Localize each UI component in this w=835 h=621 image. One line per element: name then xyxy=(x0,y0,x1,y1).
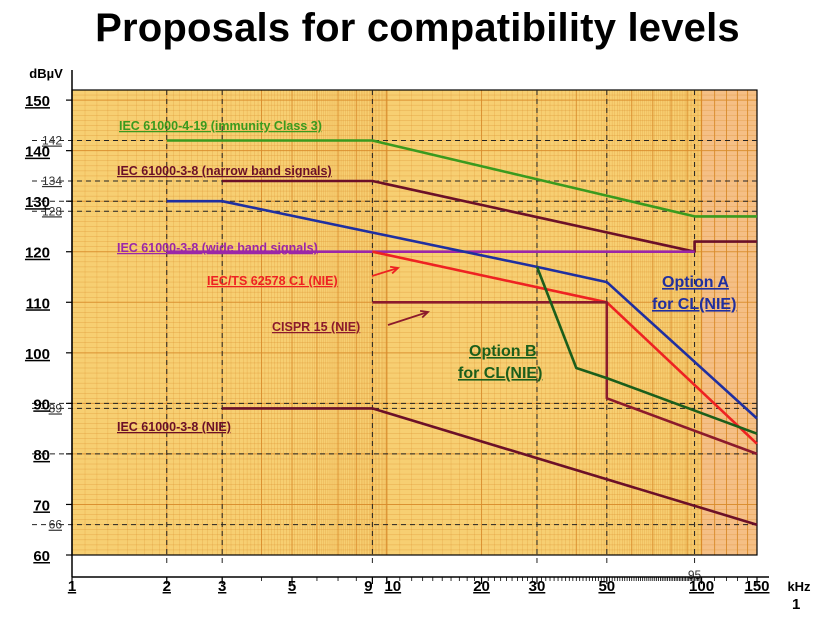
x-tick-label: 100 xyxy=(689,578,714,595)
x-tick-label: 1 xyxy=(68,578,76,595)
x-axis-unit: kHz xyxy=(787,579,811,594)
x-tick-label: 20 xyxy=(473,578,490,595)
label-immunity-class3: IEC 61000-4-19 (immunity Class 3) xyxy=(119,119,322,133)
y-tick-label: 120 xyxy=(25,245,50,262)
y-tick-label: 70 xyxy=(33,497,50,514)
label-iec-ts-62578: IEC/TS 62578 C1 (NIE) xyxy=(207,274,338,288)
ref-line-y-label: 134 xyxy=(42,174,62,188)
label-nie: IEC 61000-3-8 (NIE) xyxy=(117,420,231,434)
ref-line-y-label: 89 xyxy=(49,401,63,415)
arrow-shaft xyxy=(371,267,399,277)
y-tick-label: 130 xyxy=(25,194,50,211)
x-tick-label: 2 xyxy=(163,578,171,595)
x-tick-label: 5 xyxy=(288,578,296,595)
label-cispr15: CISPR 15 (NIE) xyxy=(272,320,360,334)
arrows xyxy=(371,265,430,326)
ref-line-y-label: 142 xyxy=(42,134,62,148)
y-tick-label: 80 xyxy=(33,447,50,464)
label-option-a-line2: for CL(NIE) xyxy=(652,296,736,313)
x-tick-label: 30 xyxy=(529,578,546,595)
series-line-1 xyxy=(166,139,757,218)
label-narrow-band: IEC 61000-3-8 (narrow band signals) xyxy=(117,164,332,178)
y-tick-label: 140 xyxy=(25,144,50,161)
page-number: 1 xyxy=(792,596,801,613)
x-tick-label: 3 xyxy=(218,578,226,595)
chart-title: Proposals for compatibility levels xyxy=(95,6,740,50)
ref-line-y-label: 128 xyxy=(42,204,62,218)
x-tick-label: 10 xyxy=(384,578,401,595)
series-line-6 xyxy=(222,407,758,526)
y-tick-label: 150 xyxy=(25,93,50,110)
y-tick-label: 90 xyxy=(33,396,50,413)
arrow-head xyxy=(419,310,430,319)
y-axis-unit: dBµV xyxy=(29,66,63,81)
ref-line-y-label: 66 xyxy=(49,518,63,532)
series-line-5 xyxy=(372,301,758,456)
label-wide-band: IEC 61000-3-8 (wide band signals) xyxy=(117,241,318,255)
arrow-head xyxy=(389,265,400,275)
x-tick-label: 150 xyxy=(744,578,769,595)
label-option-b-line1: Option B xyxy=(469,343,537,360)
y-tick-label: 100 xyxy=(25,346,50,363)
x-tick-label: 50 xyxy=(598,578,615,595)
arrow-shaft xyxy=(387,311,429,326)
y-tick-label: 110 xyxy=(26,295,50,312)
series-line-8 xyxy=(535,266,758,435)
label-option-a-line1: Option A xyxy=(662,274,729,291)
label-option-b-line2: for CL(NIE) xyxy=(458,365,542,382)
x-tick-label: 9 xyxy=(364,578,372,595)
y-tick-label: 60 xyxy=(33,548,50,565)
